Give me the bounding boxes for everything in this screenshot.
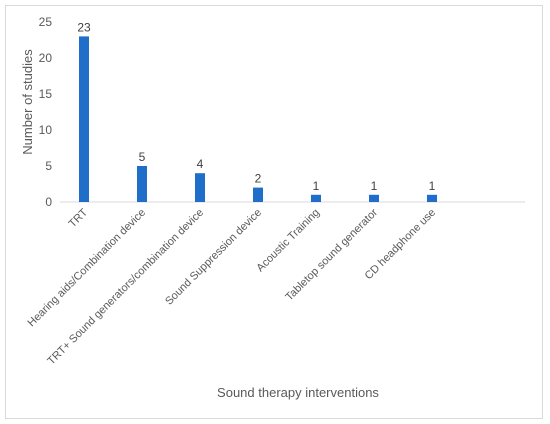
bar — [137, 166, 147, 202]
y-tick-label: 5 — [45, 159, 52, 173]
bar — [195, 173, 205, 202]
bar — [427, 194, 437, 202]
data-label: 4 — [197, 157, 204, 171]
data-label: 2 — [255, 172, 262, 186]
y-tick-label: 25 — [39, 15, 53, 29]
bar — [369, 194, 379, 202]
y-tick-label: 15 — [39, 87, 53, 101]
bar — [253, 187, 263, 202]
data-label: 23 — [77, 20, 91, 34]
y-tick-label: 0 — [45, 195, 52, 209]
x-category-label: Acoustic Training — [254, 207, 322, 275]
data-label: 1 — [313, 179, 320, 193]
chart-frame — [5, 5, 543, 419]
x-category-label: Hearing aids/Combination device — [25, 207, 148, 330]
bar — [79, 36, 89, 203]
data-labels: 23 5 4 2 1 1 1 — [77, 20, 435, 192]
x-category-label: TRT — [67, 206, 91, 230]
x-axis-label: Sound therapy interventions — [217, 385, 379, 400]
data-label: 5 — [139, 150, 146, 164]
data-label: 1 — [371, 179, 378, 193]
bar — [311, 194, 321, 202]
bars — [79, 36, 437, 203]
y-axis-label: Number of studies — [20, 49, 35, 155]
y-tick-label: 20 — [39, 51, 53, 65]
data-label: 1 — [429, 179, 436, 193]
y-axis-ticks: 0 5 10 15 20 25 — [39, 15, 53, 209]
x-category-label: Sound Suppression device — [163, 207, 264, 308]
y-tick-label: 10 — [39, 123, 53, 137]
